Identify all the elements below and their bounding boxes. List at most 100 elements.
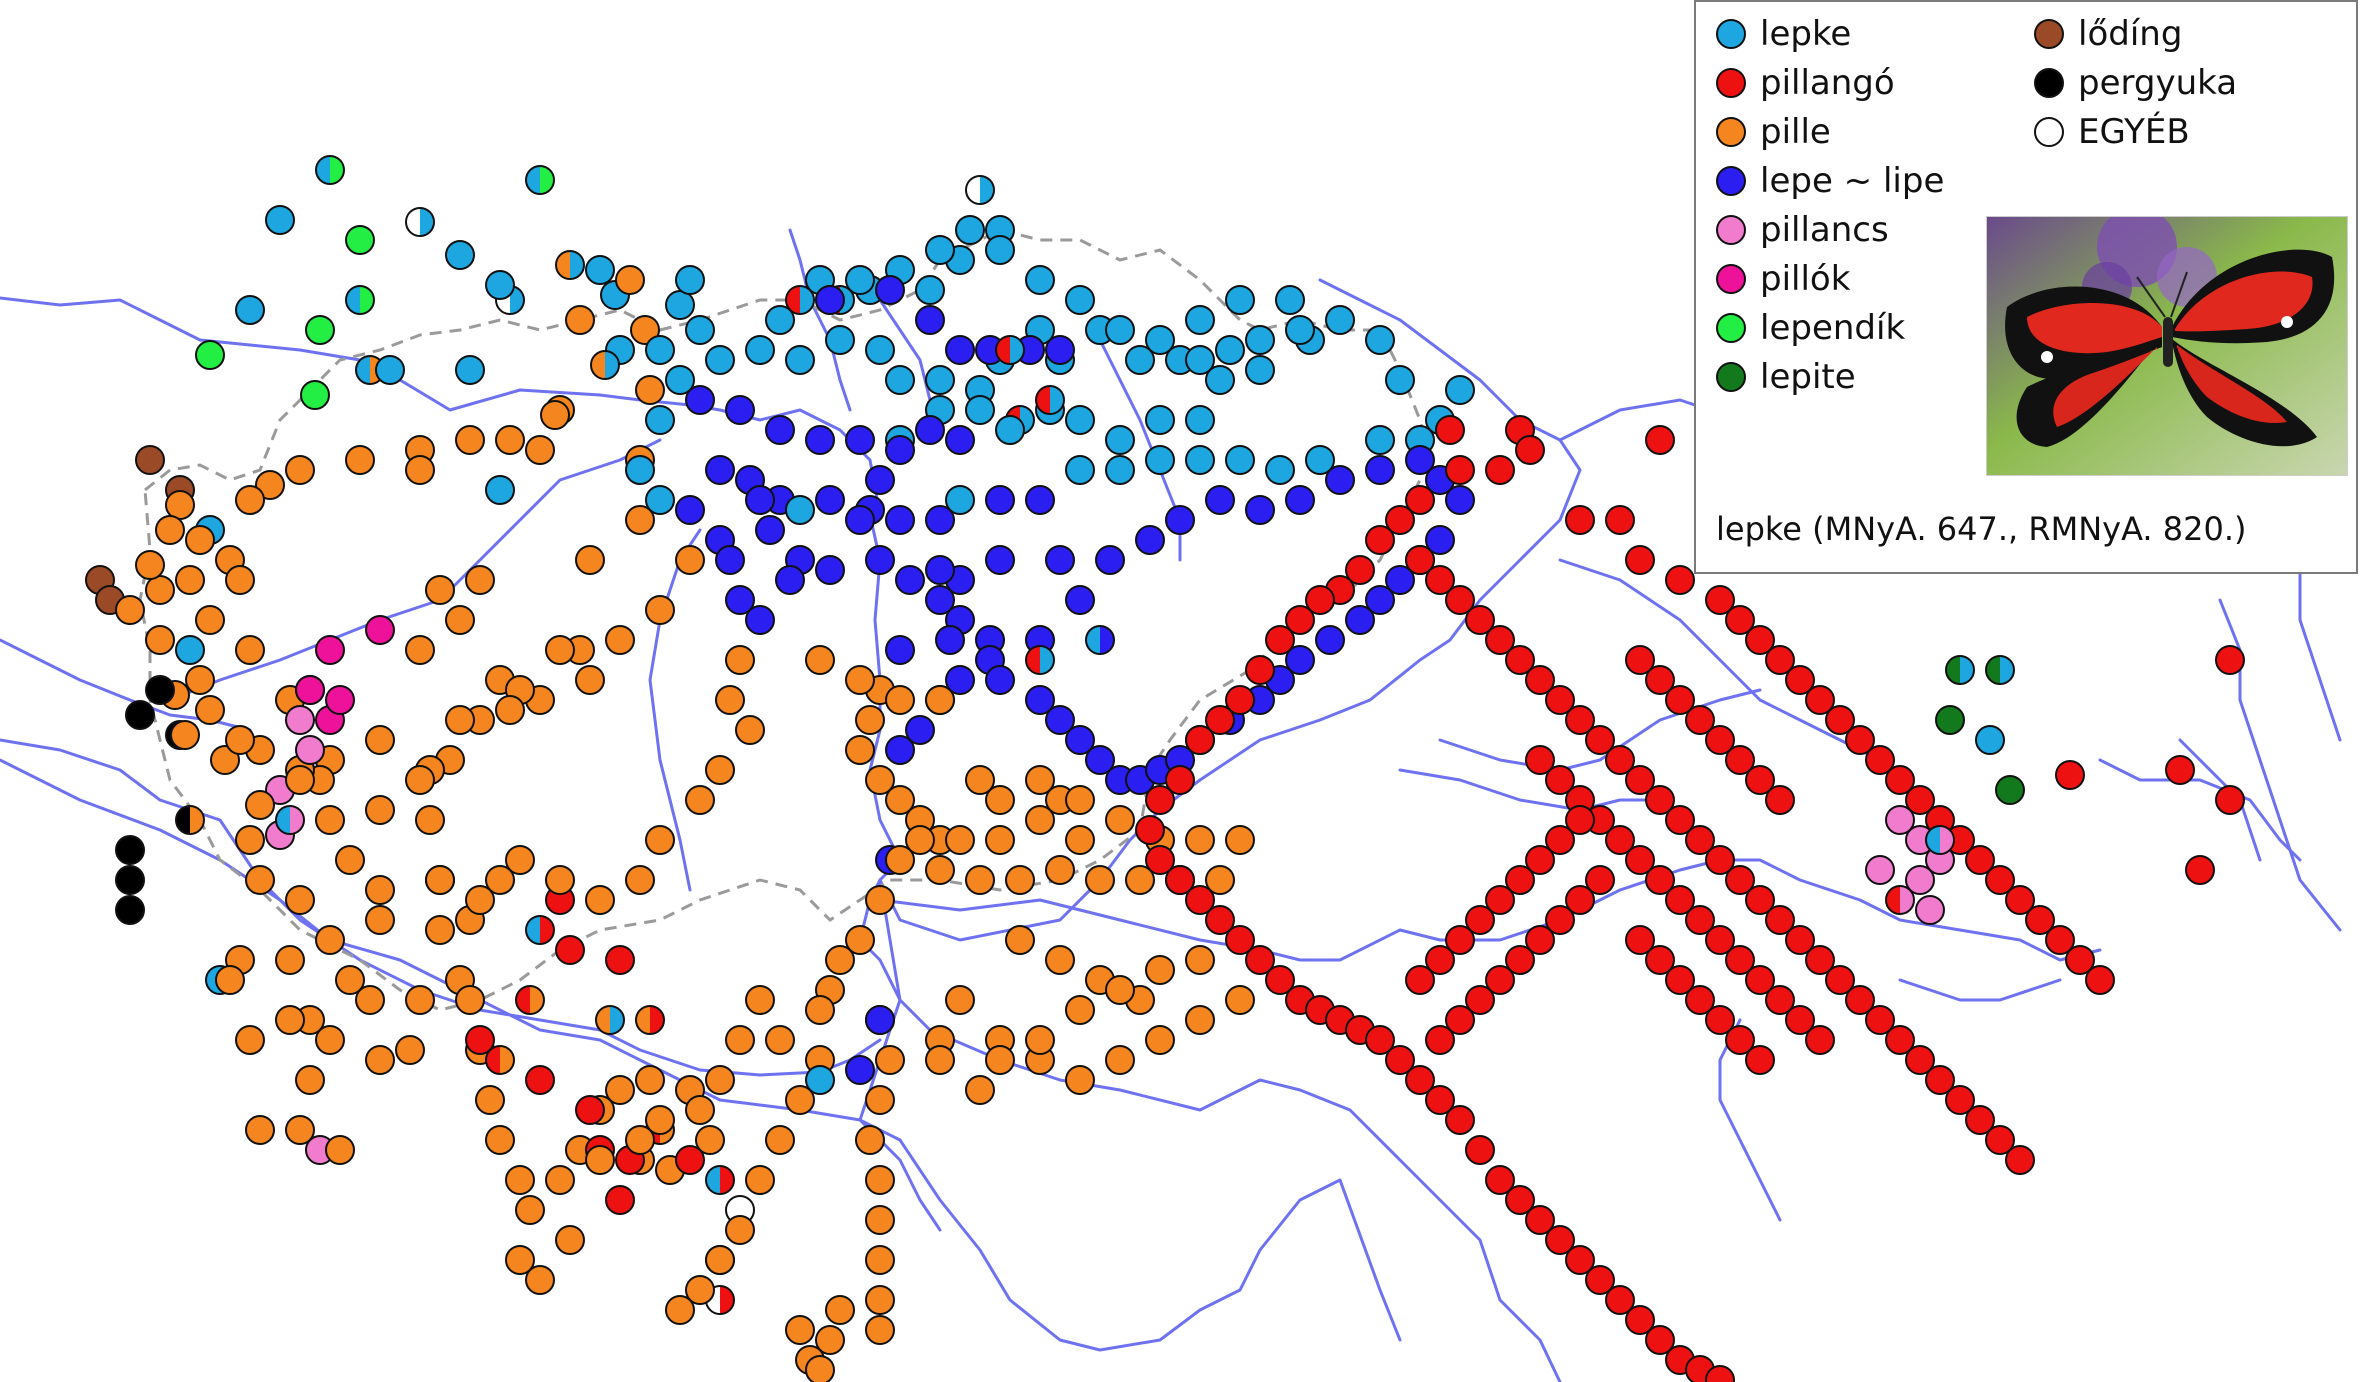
location-dot [1145, 405, 1175, 435]
location-dot [885, 365, 915, 395]
location-dot [465, 1025, 495, 1055]
location-dot [845, 425, 875, 455]
location-dot [1545, 905, 1575, 935]
location-dot [1365, 1025, 1395, 1055]
location-dot [1205, 865, 1235, 895]
location-dot [1245, 325, 1275, 355]
location-dot [1065, 825, 1095, 855]
location-dot [235, 1025, 265, 1055]
location-dot [1885, 1025, 1915, 1055]
location-dot [1445, 485, 1475, 515]
location-dot [1935, 705, 1965, 735]
location-dot [485, 865, 515, 895]
location-dot [1905, 1045, 1935, 1075]
location-dot [245, 1115, 275, 1145]
location-dot [2025, 905, 2055, 935]
location-dot [365, 795, 395, 825]
location-dot [985, 1045, 1015, 1075]
location-dot [335, 965, 365, 995]
location-dot [765, 1125, 795, 1155]
location-dot [815, 285, 845, 315]
location-dot [745, 485, 775, 515]
location-dot [925, 685, 955, 715]
location-dot [625, 455, 655, 485]
location-dot [1925, 825, 1955, 855]
location-dot [1205, 905, 1235, 935]
legend-swatch-pergyuka [2034, 68, 2064, 98]
location-dot [365, 725, 395, 755]
lower-east-river [1718, 1018, 1782, 1222]
location-dot [925, 365, 955, 395]
location-dot [845, 505, 875, 535]
location-dot [145, 625, 175, 655]
location-dot [685, 315, 715, 345]
location-dot [515, 985, 545, 1015]
location-dot [275, 1005, 305, 1035]
location-dot [505, 1165, 535, 1195]
location-dot [275, 805, 305, 835]
location-dot [1065, 995, 1095, 1025]
location-dot [1605, 1285, 1635, 1315]
location-dot [1445, 585, 1475, 615]
location-dot [335, 845, 365, 875]
location-dot [725, 585, 755, 615]
location-dot [1885, 885, 1915, 915]
legend-label-lepke: lepke [1760, 14, 1852, 54]
location-dot [1405, 545, 1435, 575]
legend-panel: lepke pillangó pille lepe ~ lipe pillanc… [1694, 0, 2358, 574]
location-dot [630, 315, 660, 345]
legend-swatch-lepke [1716, 19, 1746, 49]
location-dot [705, 455, 735, 485]
legend-swatch-egyeb [2034, 117, 2064, 147]
location-dot [1485, 625, 1515, 655]
location-dot [1965, 1105, 1995, 1135]
location-dot [1725, 865, 1755, 895]
koros2-river [1398, 768, 1662, 812]
location-dot [405, 765, 435, 795]
location-dot [115, 865, 145, 895]
location-dot [1515, 435, 1545, 465]
location-dot [885, 845, 915, 875]
location-dot [1445, 1105, 1475, 1135]
legend-item-lepe: lepe ~ lipe [1716, 157, 1944, 205]
location-dot [1005, 925, 1035, 955]
tisza-river [878, 438, 1582, 942]
location-dot [1275, 285, 1305, 315]
location-dot [785, 1085, 815, 1115]
location-dot [1645, 425, 1675, 455]
location-dot [625, 865, 655, 895]
location-dot [365, 1045, 395, 1075]
location-dot [2085, 965, 2115, 995]
location-dot [1625, 545, 1655, 575]
location-dot [555, 935, 585, 965]
location-dot [815, 1325, 845, 1355]
location-dot [1205, 365, 1235, 395]
location-dot [855, 705, 885, 735]
location-dot [1405, 485, 1435, 515]
location-dot [255, 470, 285, 500]
location-dot [1685, 905, 1715, 935]
location-dot [805, 645, 835, 675]
location-dot [565, 305, 595, 335]
location-dot [1725, 1025, 1755, 1055]
location-dot [590, 350, 620, 380]
legend-item-pillancs: pillancs [1716, 206, 1889, 254]
location-dot [585, 885, 615, 915]
location-dot [1025, 265, 1055, 295]
location-dot [145, 675, 175, 705]
legend-label-pillancs: pillancs [1760, 210, 1889, 250]
location-dot [1345, 605, 1375, 635]
location-dot [1365, 525, 1395, 555]
location-dot [925, 1045, 955, 1075]
location-dot [1905, 785, 1935, 815]
location-dot [745, 335, 775, 365]
location-dot [1435, 415, 1465, 445]
location-dot [1765, 905, 1795, 935]
location-dot [2045, 925, 2075, 955]
location-dot [815, 485, 845, 515]
location-dot [345, 285, 375, 315]
location-dot [1225, 685, 1255, 715]
location-dot [665, 1295, 695, 1325]
location-dot [405, 985, 435, 1015]
location-dot [495, 695, 525, 725]
